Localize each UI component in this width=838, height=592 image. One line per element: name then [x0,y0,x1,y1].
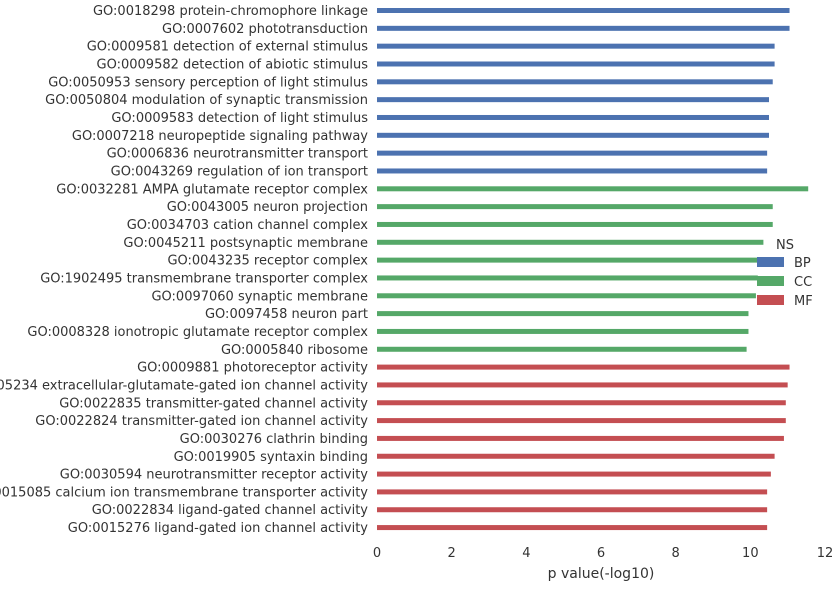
category-label: GO:0022824 transmitter-gated ion channel… [35,414,368,429]
category-label: GO:0097458 neuron part [205,307,368,322]
category-label: GO:0050804 modulation of synaptic transm… [45,93,368,108]
category-label: GO:0015085 calcium ion transmembrane tra… [0,485,368,500]
category-label: GO:0030594 neurotransmitter receptor act… [60,468,369,483]
bar-bp [377,79,773,85]
bar-mf [377,418,786,424]
category-label: GO:0097060 synaptic membrane [151,289,368,304]
bar-cc [377,239,764,245]
legend-label-mf: MF [794,294,813,309]
bar-bp [377,114,769,120]
x-tick-label: 8 [672,546,680,561]
legend: NS BP CC MF [757,238,813,309]
category-label: GO:0015276 ligand-gated ion channel acti… [68,521,369,536]
bar-mf [377,489,768,495]
category-label: GO:0043005 neuron projection [167,200,368,215]
bar-cc [377,275,758,281]
bar-cc [377,346,747,352]
legend-swatch-mf [757,295,784,305]
x-axis-label: p value(-log10) [548,566,655,582]
category-label: GO:0009881 photoreceptor activity [137,361,368,376]
category-label: GO:0043269 regulation of ion transport [111,164,368,179]
category-label: GO:0022834 ligand-gated channel activity [92,503,369,518]
x-axis-ticks: 0 2 4 6 8 10 12 [373,546,833,561]
bar-bp [377,43,775,49]
bar-bp [377,150,768,156]
x-tick-label: 0 [373,546,381,561]
bar-cc [377,204,773,210]
category-label: GO:0008328 ionotropic glutamate receptor… [27,325,368,340]
bar-cc [377,328,749,334]
bar-mf [377,453,775,459]
bars [377,8,809,531]
bar-cc [377,257,762,263]
bar-bp [377,168,768,174]
category-label: GO:0022835 transmitter-gated channel act… [59,396,368,411]
bar-bp [377,132,769,138]
bar-cc [377,293,756,299]
category-label: GO:0050953 sensory perception of light s… [48,75,368,90]
category-label: GO:0006836 neurotransmitter transport [107,147,368,162]
category-label: GO:0009581 detection of external stimulu… [87,40,369,55]
x-tick-label: 4 [522,546,530,561]
category-label: GO:0043235 receptor complex [167,254,368,269]
category-label: GO:0019905 syntaxin binding [174,450,368,465]
bar-mf [377,364,790,370]
x-tick-label: 10 [742,546,759,561]
category-label: GO:0030276 clathrin binding [180,432,368,447]
bar-cc [377,186,809,192]
bar-mf [377,400,786,406]
category-label: GO:0034703 cation channel complex [127,218,369,233]
bar-mf [377,525,768,531]
category-label: GO:0032281 AMPA glutamate receptor compl… [56,182,368,197]
legend-swatch-bp [757,257,784,267]
category-label: GO:0009582 detection of abiotic stimulus [97,57,369,72]
category-label: GO:0005840 ribosome [221,343,368,358]
category-label: GO:0009583 detection of light stimulus [111,111,368,126]
bar-mf [377,435,784,441]
category-label: GO:0007602 phototransduction [162,22,368,37]
x-tick-label: 6 [597,546,605,561]
legend-swatch-cc [757,276,784,286]
legend-title: NS [776,238,794,253]
category-label: GO:1902495 transmembrane transporter com… [40,271,368,286]
legend-label-bp: BP [794,256,811,271]
bar-mf [377,507,768,513]
category-label: GO:0018298 protein-chromophore linkage [93,4,368,19]
category-label: GO:0005234 extracellular-glutamate-gated… [0,378,368,393]
bar-cc [377,221,773,227]
category-labels: GO:0018298 protein-chromophore linkage GO… [0,4,368,536]
bar-bp [377,8,790,13]
bar-cc [377,311,749,317]
bar-bp [377,61,775,67]
legend-label-cc: CC [794,275,812,290]
category-label: GO:0045211 postsynaptic membrane [123,236,368,251]
category-label: GO:0007218 neuropeptide signaling pathwa… [72,129,368,144]
bar-mf [377,382,788,388]
bar-bp [377,97,769,103]
x-tick-label: 12 [817,546,834,561]
x-tick-label: 2 [448,546,456,561]
bar-bp [377,25,790,31]
bar-mf [377,471,771,477]
